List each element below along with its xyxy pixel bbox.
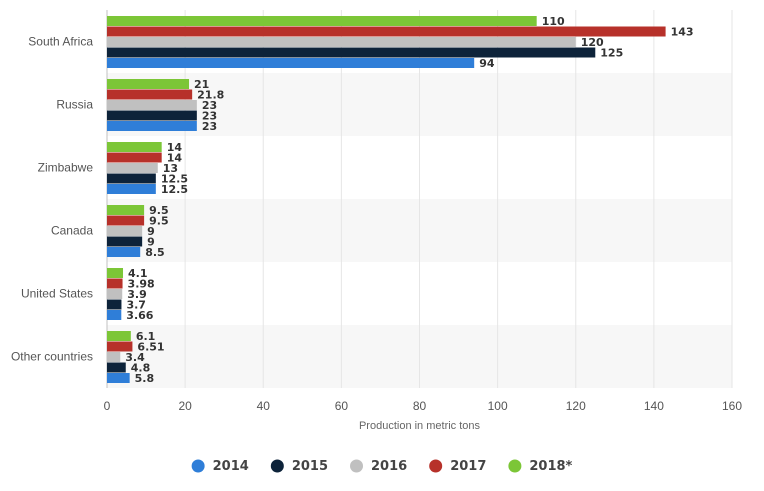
legend-label: 2015 (292, 459, 328, 474)
bar[interactable] (107, 362, 126, 373)
data-label: 9.5 (149, 215, 169, 228)
data-label: 23 (202, 120, 217, 133)
category-label: Zimbabwe (38, 161, 94, 175)
data-label: 110 (542, 15, 565, 28)
category-label: Russia (56, 98, 93, 112)
data-label: 4.8 (131, 362, 151, 375)
bar[interactable] (107, 268, 124, 278)
bar[interactable] (107, 142, 162, 152)
x-tick-label: 60 (335, 399, 349, 413)
data-label: 14 (167, 141, 183, 154)
data-label: 21 (194, 78, 209, 91)
x-tick-label: 40 (257, 399, 271, 413)
data-label: 6.51 (137, 341, 164, 354)
bar[interactable] (107, 110, 197, 121)
bar[interactable] (107, 26, 666, 37)
data-label: 3.98 (128, 278, 155, 291)
bar[interactable] (107, 236, 143, 247)
bar[interactable] (107, 215, 145, 226)
data-label: 23 (202, 99, 217, 112)
bar[interactable] (107, 278, 123, 289)
data-label: 23 (202, 110, 217, 123)
x-tick-label: 140 (644, 399, 664, 413)
x-tick-label: 100 (488, 399, 508, 413)
data-label: 3.4 (125, 351, 145, 364)
bar[interactable] (107, 184, 156, 194)
data-label: 13 (163, 162, 178, 175)
legend-item[interactable]: 2014 (191, 459, 249, 474)
bar[interactable] (107, 205, 145, 215)
bar[interactable] (107, 47, 596, 58)
category-label: Other countries (11, 350, 93, 364)
data-label: 8.5 (145, 246, 165, 259)
data-label: 6.1 (136, 330, 156, 343)
data-label: 12.5 (161, 173, 188, 186)
bar[interactable] (107, 58, 475, 68)
legend-item[interactable]: 2016 (350, 459, 407, 474)
bar[interactable] (107, 226, 143, 236)
x-tick-label: 0 (104, 399, 111, 413)
bar[interactable] (107, 16, 537, 26)
bar[interactable] (107, 152, 162, 163)
legend-swatch (270, 459, 284, 473)
data-label: 3.66 (126, 309, 153, 322)
legend: 2014 2015 2016 2017 2018* (191, 459, 573, 474)
bar[interactable] (107, 163, 158, 173)
data-label: 125 (600, 47, 623, 60)
legend-swatch (508, 459, 522, 473)
legend-label: 2018* (529, 459, 572, 474)
data-label: 143 (671, 26, 694, 39)
legend-label: 2017 (450, 459, 486, 474)
bar[interactable] (107, 352, 121, 362)
legend-label: 2014 (213, 459, 249, 474)
x-axis-title: Production in metric tons (359, 420, 481, 432)
category-label: South Africa (28, 35, 93, 49)
category-label: Canada (51, 224, 93, 238)
bar[interactable] (107, 100, 197, 110)
legend-swatch (191, 459, 205, 473)
data-label: 14 (167, 152, 183, 165)
bar[interactable] (107, 89, 193, 100)
legend-label: 2016 (371, 459, 407, 474)
data-label: 3.9 (127, 288, 147, 301)
bar[interactable] (107, 299, 122, 310)
bar[interactable] (107, 289, 123, 299)
data-label: 5.8 (135, 372, 155, 385)
data-label: 9.5 (149, 204, 169, 217)
bar[interactable] (107, 331, 131, 341)
bar[interactable] (107, 173, 156, 184)
bar[interactable] (107, 79, 190, 89)
legend-item[interactable]: 2017 (429, 459, 486, 474)
bar[interactable] (107, 37, 576, 47)
legend-item[interactable]: 2015 (270, 459, 328, 474)
bar[interactable] (107, 121, 197, 131)
bar[interactable] (107, 373, 130, 383)
data-label: 9 (147, 236, 155, 249)
x-tick-label: 20 (178, 399, 192, 413)
x-tick-label: 80 (413, 399, 427, 413)
bar[interactable] (107, 310, 122, 320)
x-tick-label: 120 (566, 399, 586, 413)
data-label: 12.5 (161, 183, 188, 196)
category-label: United States (21, 287, 93, 301)
data-label: 4.1 (128, 267, 148, 280)
data-label: 21.8 (197, 89, 224, 102)
bar[interactable] (107, 247, 141, 257)
legend-swatch (429, 459, 443, 473)
legend-swatch (350, 459, 364, 473)
x-tick-label: 160 (722, 399, 742, 413)
bar[interactable] (107, 341, 133, 352)
data-label: 9 (147, 225, 155, 238)
data-label: 120 (581, 36, 604, 49)
legend-item[interactable]: 2018* (508, 459, 573, 474)
data-label: 3.7 (126, 299, 146, 312)
data-label: 94 (479, 57, 495, 70)
